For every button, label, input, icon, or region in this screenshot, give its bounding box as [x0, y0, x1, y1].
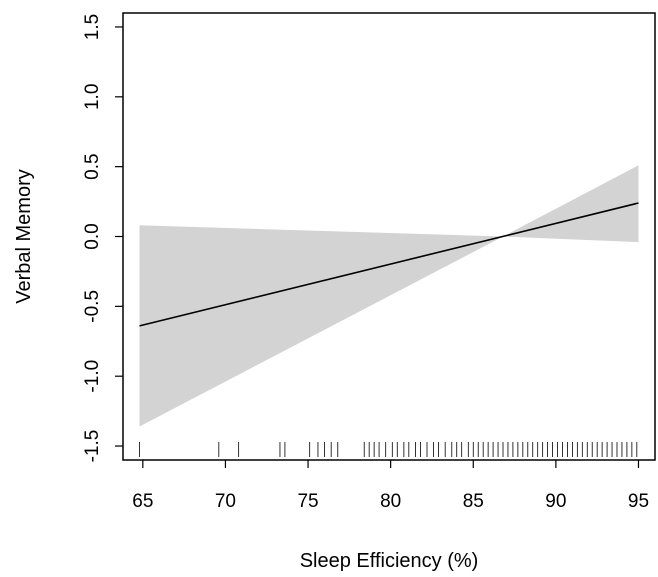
y-tick-label: -0.5 — [82, 290, 103, 323]
x-tick-label: 75 — [297, 491, 318, 512]
x-tick-label: 65 — [132, 491, 153, 512]
y-tick-label: -1.5 — [82, 430, 103, 463]
y-tick-label: 0.5 — [82, 153, 103, 179]
x-axis: 65 70 75 80 85 90 95 — [132, 460, 649, 512]
fitted-line — [139, 202, 639, 327]
confidence-band — [139, 165, 639, 427]
x-axis-title: Sleep Efficiency (%) — [300, 550, 479, 572]
x-tick-label: 95 — [628, 491, 649, 512]
x-tick-label: 80 — [380, 491, 401, 512]
y-axis: -1.5 -1.0 -0.5 0.0 0.5 1.0 1.5 — [82, 14, 123, 463]
y-tick-label: 1.0 — [82, 84, 103, 110]
x-tick-label: 85 — [463, 491, 484, 512]
y-axis-title: Verbal Memory — [13, 169, 35, 304]
confidence-band-layer — [139, 165, 639, 427]
y-tick-label: -1.0 — [82, 360, 103, 393]
rug-layer — [139, 442, 638, 457]
fitted-line-layer — [139, 202, 639, 327]
x-tick-label: 90 — [545, 491, 566, 512]
x-tick-label: 70 — [215, 491, 236, 512]
y-tick-label: 1.5 — [82, 14, 103, 40]
y-tick-label: 0.0 — [82, 223, 103, 249]
